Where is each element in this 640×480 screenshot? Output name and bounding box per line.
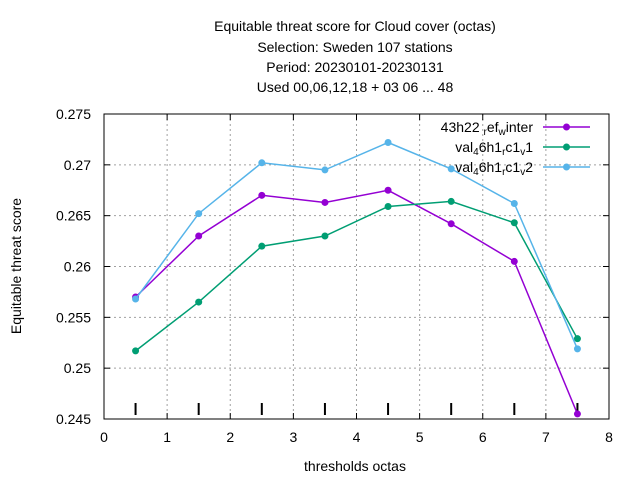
data-point [258,191,266,199]
data-point [510,257,518,265]
legend-swatch-marker [563,123,570,131]
chart-title-line-4: Used 00,06,12,18 + 03 06 ... 48 [257,79,454,95]
x-tick-label: 0 [100,429,108,445]
data-point [384,203,392,211]
data-point [384,138,392,146]
data-point [573,410,581,418]
y-tick-label: 0.265 [56,208,91,224]
data-point [321,232,329,240]
data-point [258,242,266,250]
data-point [195,298,203,306]
legend-item-3: val46h1rc1v2 [455,159,590,178]
data-point [195,232,203,240]
data-point [321,166,329,174]
y-tick-label: 0.255 [56,309,91,325]
chart-title: Equitable threat score for Cloud cover (… [214,18,496,95]
legend-label: 43h22 refwinter [441,119,534,138]
legend-item-1: 43h22 refwinter [441,119,590,138]
legend-item-2: val46h1rc1v1 [455,139,590,158]
x-tick-label: 4 [353,429,361,445]
y-tick-label: 0.26 [64,259,91,275]
y-tick-label: 0.275 [56,106,91,122]
chart-title-line-3: Period: 20230101-20230131 [266,59,444,75]
series-2 [132,197,581,355]
series-3 [132,138,581,353]
legend-swatch-marker [563,143,570,151]
y-tick-label: 0.27 [64,157,91,173]
x-tick-label: 2 [226,429,234,445]
y-tick-label: 0.245 [56,411,91,427]
data-point [195,210,203,218]
data-point [573,345,581,353]
chart-title-line-1: Equitable threat score for Cloud cover (… [214,18,496,34]
data-point [132,295,140,303]
data-point [447,220,455,228]
data-point [384,186,392,194]
x-tick-label: 1 [163,429,171,445]
y-tick-label: 0.25 [64,360,91,376]
x-tick-label: 5 [416,429,424,445]
data-point [321,198,329,206]
x-tick-label: 8 [605,429,613,445]
tick-labels: 0 1 2 3 4 5 6 7 8 0.245 0.25 0.255 0.26 0.265 0.27 0.27… [56,106,613,445]
x-axis-label: thresholds octas [304,458,406,474]
grid [104,114,609,419]
legend-label: val46h1rc1v1 [455,139,533,158]
series-group [132,138,581,418]
x-tick-label: 7 [542,429,550,445]
series-line [134,141,579,350]
chart-title-line-2: Selection: Sweden 107 stations [257,39,452,55]
data-point [573,335,581,343]
data-point [447,165,455,173]
legend-label: val46h1rc1v2 [455,159,533,178]
x-tick-label: 3 [289,429,297,445]
data-point [258,159,266,167]
data-point [132,347,140,355]
x-tick-label: 6 [479,429,487,445]
y-axis-label: Equitable threat score [8,198,24,334]
data-point [510,199,518,207]
plot-area-border [103,113,610,420]
data-point [447,197,455,205]
series-line [135,200,579,352]
series-line [135,189,579,415]
legend-swatch-marker [563,163,570,171]
data-point [510,219,518,227]
